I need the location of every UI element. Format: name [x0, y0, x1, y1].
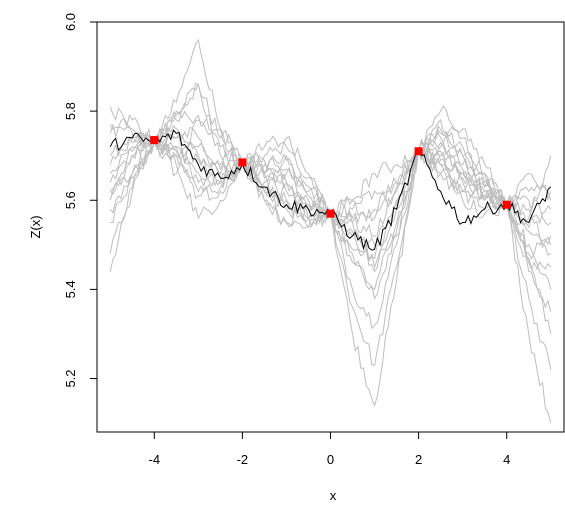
observation-point [414, 147, 423, 156]
x-tick-label: 2 [415, 452, 422, 467]
observation-point [150, 136, 159, 145]
x-axis: -4 -2 0 2 4 [148, 431, 510, 467]
observation-point [502, 200, 511, 209]
y-axis-label: Z(x) [28, 215, 43, 238]
observation-point [326, 209, 335, 218]
y-tick-label: 5.4 [63, 280, 78, 298]
x-axis-label: x [330, 488, 337, 503]
x-tick-label: 4 [503, 452, 510, 467]
x-tick-label: -4 [148, 452, 160, 467]
observation-point [238, 158, 247, 167]
x-tick-label: -2 [237, 452, 249, 467]
y-tick-label: 5.6 [63, 191, 78, 209]
y-tick-label: 5.2 [63, 369, 78, 387]
y-tick-label: 5.8 [63, 102, 78, 120]
x-tick-label: 0 [327, 452, 334, 467]
observation-points [150, 136, 511, 218]
y-tick-label: 6.0 [63, 13, 78, 31]
y-axis: 5.2 5.4 5.6 5.8 6.0 [63, 13, 98, 388]
